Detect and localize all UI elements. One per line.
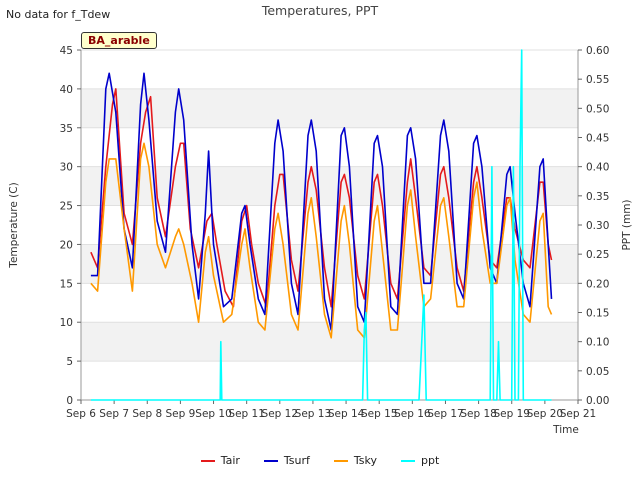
x-tick-label: Sep 9 bbox=[165, 408, 195, 420]
y-tick-label: 25 bbox=[60, 201, 73, 213]
x-axis-title: Time bbox=[552, 424, 579, 436]
legend-item-ppt: ppt bbox=[401, 454, 439, 467]
x-tick-label: Sep 19 bbox=[493, 408, 530, 420]
grid-band bbox=[81, 244, 578, 284]
legend-label: ppt bbox=[421, 454, 440, 467]
y2-tick-label: 0.45 bbox=[586, 133, 609, 145]
x-tick-label: Sep 7 bbox=[99, 408, 129, 420]
x-tick-label: Sep 11 bbox=[228, 408, 265, 420]
x-tick-label: Sep 17 bbox=[427, 408, 464, 420]
y2-tick-label: 0.60 bbox=[586, 45, 609, 57]
y2-tick-label: 0.15 bbox=[586, 308, 609, 320]
legend-swatch bbox=[401, 460, 416, 462]
x-tick-label: Sep 21 bbox=[560, 408, 597, 420]
grid-band bbox=[81, 166, 578, 206]
y2-tick-label: 0.05 bbox=[586, 366, 609, 378]
y2-tick-label: 0.30 bbox=[586, 220, 609, 232]
y-tick-label: 15 bbox=[60, 278, 73, 290]
chart-title: Temperatures, PPT bbox=[261, 3, 379, 18]
x-tick-label: Sep 15 bbox=[361, 408, 398, 420]
series-line-tsurf bbox=[90, 72, 553, 331]
legend-swatch bbox=[333, 460, 348, 462]
y-tick-label: 20 bbox=[60, 239, 73, 251]
legend-label: Tsurf bbox=[283, 454, 310, 467]
y-tick-label: 45 bbox=[60, 45, 73, 57]
y2-tick-label: 0.00 bbox=[586, 395, 609, 407]
x-tick-label: Sep 10 bbox=[195, 408, 232, 420]
y-axis-title: Temperature (C) bbox=[8, 182, 20, 268]
x-tick-label: Sep 6 bbox=[66, 408, 96, 420]
y2-axis-title: PPT (mm) bbox=[621, 199, 633, 250]
legend-swatch bbox=[200, 460, 215, 462]
x-tick-label: Sep 8 bbox=[132, 408, 162, 420]
legend-item-tsky: Tsky bbox=[333, 454, 378, 467]
y2-tick-label: 0.20 bbox=[586, 278, 609, 290]
y-tick-label: 35 bbox=[60, 123, 73, 135]
series-line-ppt bbox=[90, 49, 552, 401]
series-line-tair bbox=[90, 88, 553, 308]
y2-tick-label: 0.50 bbox=[586, 103, 609, 115]
legend-item-tair: Tair bbox=[200, 454, 240, 467]
legend: Tair Tsurf Tsky ppt bbox=[0, 454, 640, 467]
x-tick-label: Sep 13 bbox=[295, 408, 332, 420]
legend-label: Tair bbox=[220, 454, 240, 467]
y-tick-label: 5 bbox=[66, 356, 73, 368]
y2-tick-label: 0.10 bbox=[586, 337, 609, 349]
series-line-tsky bbox=[90, 142, 553, 339]
x-tick-label: Sep 14 bbox=[328, 408, 365, 420]
no-data-note: No data for f_Tdew bbox=[6, 8, 111, 21]
x-tick-label: Sep 18 bbox=[460, 408, 497, 420]
x-tick-label: Sep 12 bbox=[262, 408, 299, 420]
site-badge: BA_arable bbox=[81, 32, 157, 49]
x-tick-label: Sep 16 bbox=[394, 408, 431, 420]
y-tick-label: 40 bbox=[60, 84, 73, 96]
y2-tick-label: 0.40 bbox=[586, 162, 609, 174]
y2-tick-label: 0.25 bbox=[586, 249, 609, 261]
legend-swatch bbox=[263, 460, 278, 462]
legend-label: Tsky bbox=[353, 454, 378, 467]
y-tick-label: 0 bbox=[66, 395, 73, 407]
y2-tick-label: 0.35 bbox=[586, 191, 609, 203]
y-tick-label: 30 bbox=[60, 162, 73, 174]
y2-tick-label: 0.55 bbox=[586, 74, 609, 86]
grid-band bbox=[81, 322, 578, 362]
grid-band bbox=[81, 88, 578, 128]
y-tick-label: 10 bbox=[60, 317, 73, 329]
legend-item-tsurf: Tsurf bbox=[263, 454, 310, 467]
x-tick-label: Sep 20 bbox=[527, 408, 564, 420]
